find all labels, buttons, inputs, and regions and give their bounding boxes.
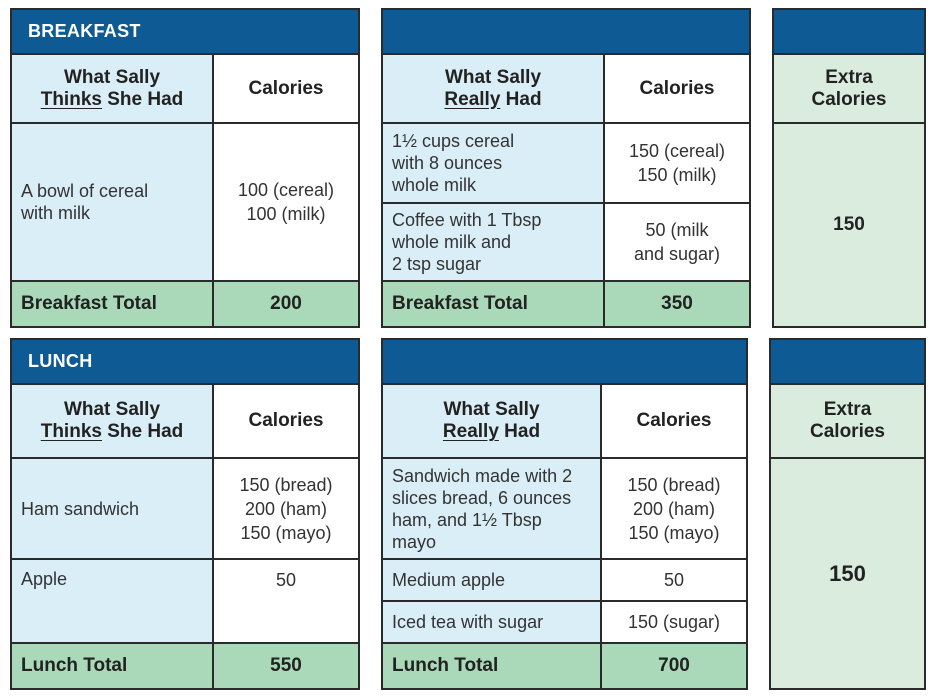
total-value: 700 (600, 642, 748, 690)
header-bar (381, 8, 751, 55)
total-value: 200 (212, 280, 360, 328)
food-item: Iced tea with sugar (381, 600, 602, 644)
total-value: 350 (603, 280, 751, 328)
table-row: A bowl of cereal with milk 100 (cereal) … (10, 122, 360, 282)
total-row: Breakfast Total 200 (10, 280, 360, 328)
extra-calories-header: Extra Calories (772, 53, 926, 124)
food-item: A bowl of cereal with milk (10, 122, 214, 282)
total-label: Lunch Total (381, 642, 602, 690)
calorie-value: 50 (600, 558, 748, 602)
total-row: Lunch Total 700 (381, 642, 748, 690)
food-item: Coffee with 1 Tbsp whole milk and 2 tsp … (381, 202, 605, 282)
table-row: Apple 50 (10, 558, 360, 644)
total-label: Lunch Total (10, 642, 214, 690)
header-bar (772, 8, 926, 55)
breakfast-really-table: What Sally Really Had Calories 1½ cups c… (381, 8, 751, 328)
total-label: Breakfast Total (381, 280, 605, 328)
calorie-value: 150 (bread) 200 (ham) 150 (mayo) (600, 457, 748, 560)
calorie-value: 150 (bread) 200 (ham) 150 (mayo) (212, 457, 360, 560)
lunch-thinks-table: LUNCH What Sally Thinks She Had Calories… (10, 338, 360, 690)
table-row: Iced tea with sugar 150 (sugar) (381, 600, 748, 644)
calories-column-header: Calories (603, 53, 751, 124)
total-label: Breakfast Total (10, 280, 214, 328)
total-value: 550 (212, 642, 360, 690)
extra-calories-value: 150 (772, 122, 926, 328)
lunch-extra-table: Extra Calories 150 (769, 338, 926, 690)
food-item: Sandwich made with 2 slices bread, 6 oun… (381, 457, 602, 560)
really-column-header: What Sally Really Had (381, 53, 605, 124)
table-row: 1½ cups cereal with 8 ounces whole milk … (381, 122, 751, 204)
thinks-column-header: What Sally Thinks She Had (10, 383, 214, 459)
calorie-value: 100 (cereal) 100 (milk) (212, 122, 360, 282)
really-column-header: What Sally Really Had (381, 383, 602, 459)
table-row: Ham sandwich 150 (bread) 200 (ham) 150 (… (10, 457, 360, 560)
food-item: Medium apple (381, 558, 602, 602)
lunch-header: LUNCH (10, 338, 360, 385)
header-bar (381, 338, 748, 385)
calorie-value: 50 (212, 558, 360, 644)
total-row: Breakfast Total 350 (381, 280, 751, 328)
breakfast-thinks-table: BREAKFAST What Sally Thinks She Had Calo… (10, 8, 360, 328)
breakfast-extra-table: Extra Calories 150 (772, 8, 926, 328)
lunch-really-table: What Sally Really Had Calories Sandwich … (381, 338, 748, 690)
food-item: Ham sandwich (10, 457, 214, 560)
calories-column-header: Calories (212, 383, 360, 459)
food-item: 1½ cups cereal with 8 ounces whole milk (381, 122, 605, 204)
calorie-value: 50 (milk and sugar) (603, 202, 751, 282)
breakfast-header: BREAKFAST (10, 8, 360, 55)
calorie-value: 150 (cereal) 150 (milk) (603, 122, 751, 204)
total-row: Lunch Total 550 (10, 642, 360, 690)
table-row: Medium apple 50 (381, 558, 748, 602)
table-row: Coffee with 1 Tbsp whole milk and 2 tsp … (381, 202, 751, 282)
calorie-value: 150 (sugar) (600, 600, 748, 644)
header-bar (769, 338, 926, 385)
calories-column-header: Calories (212, 53, 360, 124)
thinks-column-header: What Sally Thinks She Had (10, 53, 214, 124)
extra-calories-value: 150 (769, 457, 926, 690)
extra-calories-header: Extra Calories (769, 383, 926, 459)
food-item: Apple (10, 558, 214, 644)
table-row: Sandwich made with 2 slices bread, 6 oun… (381, 457, 748, 560)
calories-column-header: Calories (600, 383, 748, 459)
